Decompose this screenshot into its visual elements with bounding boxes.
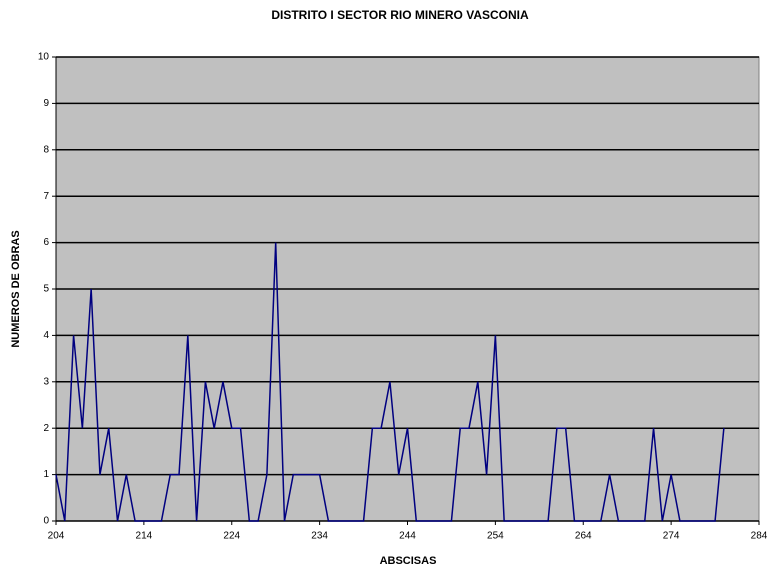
y-tick-label: 5	[43, 284, 49, 295]
x-tick-label: 224	[223, 531, 240, 542]
x-tick-label: 274	[663, 531, 680, 542]
y-tick-label: 1	[43, 469, 49, 480]
x-tick-label: 284	[751, 531, 768, 542]
y-tick-label: 6	[43, 237, 49, 248]
x-tick-label: 254	[487, 531, 504, 542]
y-tick-label: 8	[43, 144, 49, 155]
y-tick-label: 2	[43, 423, 49, 434]
x-tick-label: 264	[575, 531, 592, 542]
x-tick-label: 244	[399, 531, 416, 542]
data-line	[55, 242, 725, 522]
x-tick-label: 214	[136, 531, 153, 542]
x-axis-label: ABSCISAS	[380, 555, 437, 567]
chart-title: DISTRITO I SECTOR RIO MINERO VASCONIA	[271, 8, 529, 22]
y-tick-label: 10	[38, 52, 50, 63]
y-tick-label: 0	[43, 516, 49, 527]
x-tick-label: 204	[48, 531, 65, 542]
y-tick-label: 4	[43, 330, 49, 341]
y-tick-label: 9	[43, 98, 49, 109]
y-tick-label: 3	[43, 376, 49, 387]
x-tick-label: 234	[311, 531, 328, 542]
y-tick-label: 7	[43, 191, 49, 202]
y-axis-label: NUMEROS DE OBRAS	[10, 230, 22, 347]
